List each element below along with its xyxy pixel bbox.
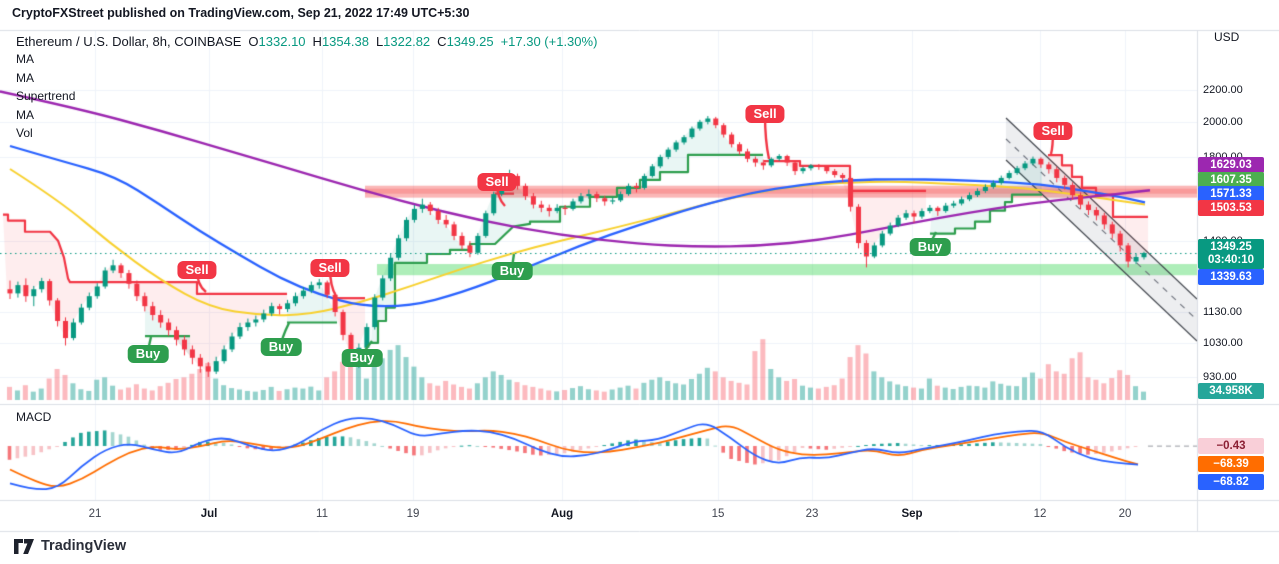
indicator-vol[interactable]: Vol [16, 126, 33, 140]
sell-signal-label: Sell [745, 105, 785, 123]
macd-pane-label[interactable]: MACD [16, 410, 52, 424]
sell-signal-label: Sell [310, 259, 350, 277]
buy-signal-label: Buy [260, 338, 302, 356]
price-badge: 1339.63 [1198, 269, 1264, 285]
indicator-ma-3[interactable]: MA [16, 107, 34, 122]
price-badge: 1607.35 [1198, 172, 1264, 188]
time-tick-label: Aug [550, 508, 574, 520]
price-tick-label: 2200.00 [1203, 84, 1243, 97]
price-tick-label: 1030.00 [1203, 336, 1243, 349]
time-tick-label: 20 [1118, 508, 1132, 520]
price-badge: 1629.03 [1198, 157, 1264, 173]
current-price-badge: 1349.25 03:40:10 [1198, 239, 1264, 269]
price-badge: −68.82 [1198, 474, 1264, 490]
price-tick-label: 930.00 [1203, 370, 1237, 383]
bar-countdown: 03:40:10 [1207, 254, 1255, 266]
tradingview-logo-icon [14, 538, 34, 554]
time-tick-label: 15 [711, 508, 725, 520]
change-value: +17.30 (+1.30%) [500, 34, 598, 49]
time-tick-label: 19 [406, 508, 420, 520]
close-label: C [437, 34, 447, 49]
buy-signal-label: Buy [491, 262, 533, 280]
tradingview-logo[interactable]: TradingView [14, 538, 126, 554]
symbol-title[interactable]: Ethereum / U.S. Dollar, 8h, COINBASE [16, 34, 242, 49]
buy-signal-label: Buy [909, 238, 951, 256]
price-badge: −68.39 [1198, 456, 1264, 472]
indicator-ma-1[interactable]: MA [16, 52, 34, 66]
time-tick-label: 12 [1033, 508, 1047, 520]
high-value: 1354.38 [321, 34, 369, 49]
price-tick-label: 1130.00 [1203, 306, 1242, 319]
open-value: 1332.10 [258, 34, 306, 49]
price-badge: 1571.33 [1198, 186, 1264, 202]
price-axis-currency-label: USD [1214, 30, 1240, 44]
price-badge: −0.43 [1198, 438, 1264, 454]
time-tick-label: 11 [316, 508, 328, 520]
time-tick-label: Jul [200, 508, 218, 520]
close-value: 1349.25 [446, 34, 494, 49]
price-badge: 34.958K [1198, 383, 1264, 399]
current-price-value: 1349.25 [1210, 241, 1252, 253]
high-label: H [312, 34, 322, 49]
indicator-supertrend[interactable]: Supertrend [16, 89, 76, 103]
price-tick-label: 2000.00 [1203, 115, 1243, 128]
tradingview-logo-text: TradingView [41, 538, 127, 554]
low-label: L [375, 34, 384, 49]
sell-signal-label: Sell [1033, 122, 1073, 140]
price-badge: 1503.53 [1198, 200, 1264, 216]
open-label: O [248, 34, 259, 49]
time-tick-label: Sep [901, 508, 923, 520]
buy-signal-label: Buy [341, 349, 383, 367]
time-tick-label: 23 [805, 508, 819, 520]
indicator-list: MA MA Supertrend MA Vol [16, 50, 75, 143]
low-value: 1322.82 [383, 34, 431, 49]
attribution-text: CryptoFXStreet published on TradingView.… [12, 6, 470, 20]
indicator-ma-2[interactable]: MA [16, 70, 34, 85]
time-tick-label: 21 [88, 508, 102, 520]
sell-signal-label: Sell [477, 173, 517, 191]
symbol-legend: Ethereum / U.S. Dollar, 8h, COINBASE O133… [16, 34, 597, 49]
sell-signal-label: Sell [177, 261, 217, 279]
buy-signal-label: Buy [127, 345, 169, 363]
